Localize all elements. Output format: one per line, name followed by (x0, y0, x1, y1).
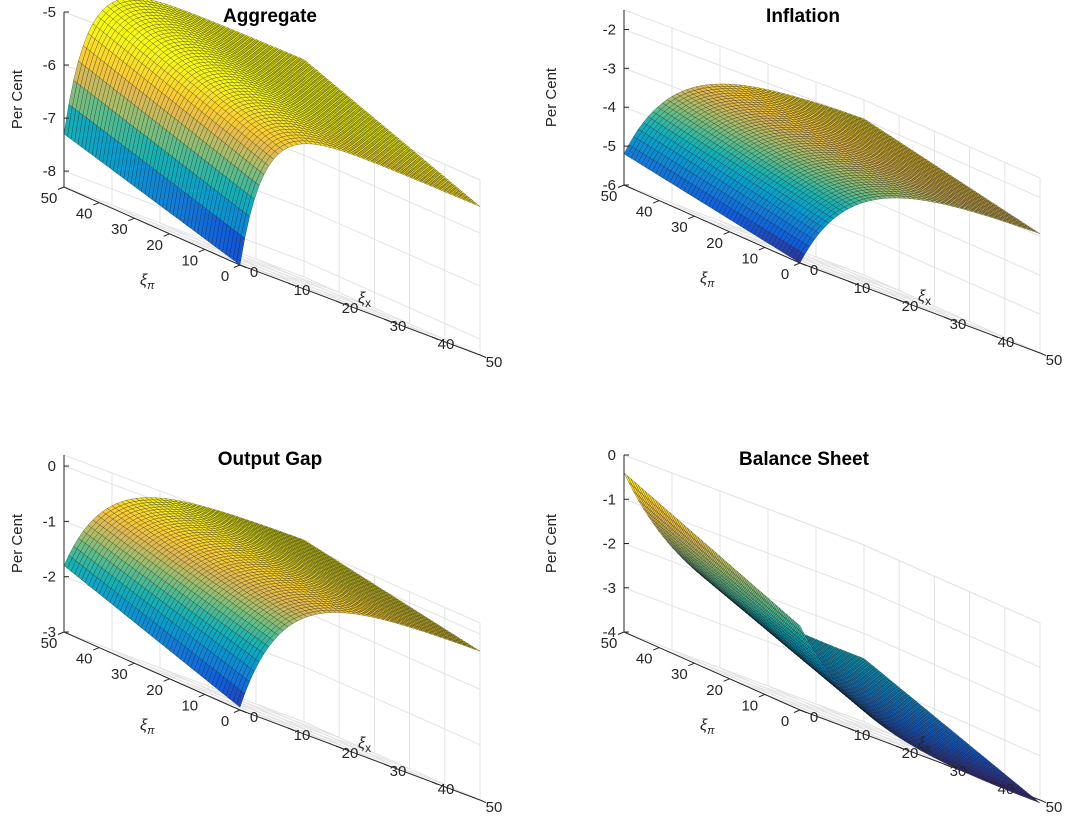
z-axis-label: Per Cent (9, 69, 26, 129)
x-tick (240, 265, 246, 268)
x-tick-label: 50 (486, 354, 503, 371)
floor-gridline (205, 249, 445, 339)
y-axis-label: ξπ (140, 272, 155, 292)
y-tick-label: 0 (221, 268, 229, 285)
y-tick (234, 265, 240, 268)
z-tick-label: -6 (43, 57, 56, 74)
x-axis-label-sub: x (365, 296, 371, 310)
y-tick-label: 10 (181, 252, 198, 269)
y-tick (128, 218, 134, 221)
x-tick-label: 20 (342, 300, 359, 317)
y-tick (164, 234, 170, 237)
x-tick-label: 40 (438, 336, 455, 353)
y-tick-label: 40 (76, 206, 93, 223)
y-tick-label: 20 (146, 237, 163, 254)
x-axis-label: ξx (358, 290, 371, 310)
z-tick-label: -8 (43, 163, 56, 180)
y-tick (93, 203, 99, 206)
chart-title: Aggregate (223, 6, 317, 27)
aggregate-surface-plot: 0 10 20 30 40 50 0 10 20 30 40 50 -8 -7 -6 -5 ξx ξπ Per Ce… (0, 0, 534, 415)
z-tick-label: -5 (43, 4, 56, 21)
surface-face (472, 202, 480, 207)
z-tick-label: -7 (43, 110, 56, 127)
inflation-surface-plot: 0102030405001020304050-6-5-4-3-2ξxξπPer … (534, 0, 1068, 415)
y-axis-label-sub: π (147, 280, 155, 292)
x-tick-label: 30 (390, 318, 407, 335)
y-tick-label: 50 (41, 190, 58, 207)
floor-gridline (730, 232, 970, 322)
aggregate-panel: 0 10 20 30 40 50 0 10 20 30 40 50 -8 -7 -6 -5 ξx ξπ Per Ce… (0, 0, 534, 415)
y-tick-label: 30 (111, 221, 128, 238)
floor-gridline (170, 234, 410, 324)
x-tick-label: 0 (250, 264, 258, 281)
y-tick (199, 249, 205, 252)
y-tick (58, 187, 64, 190)
x-tick-label: 10 (294, 282, 311, 299)
